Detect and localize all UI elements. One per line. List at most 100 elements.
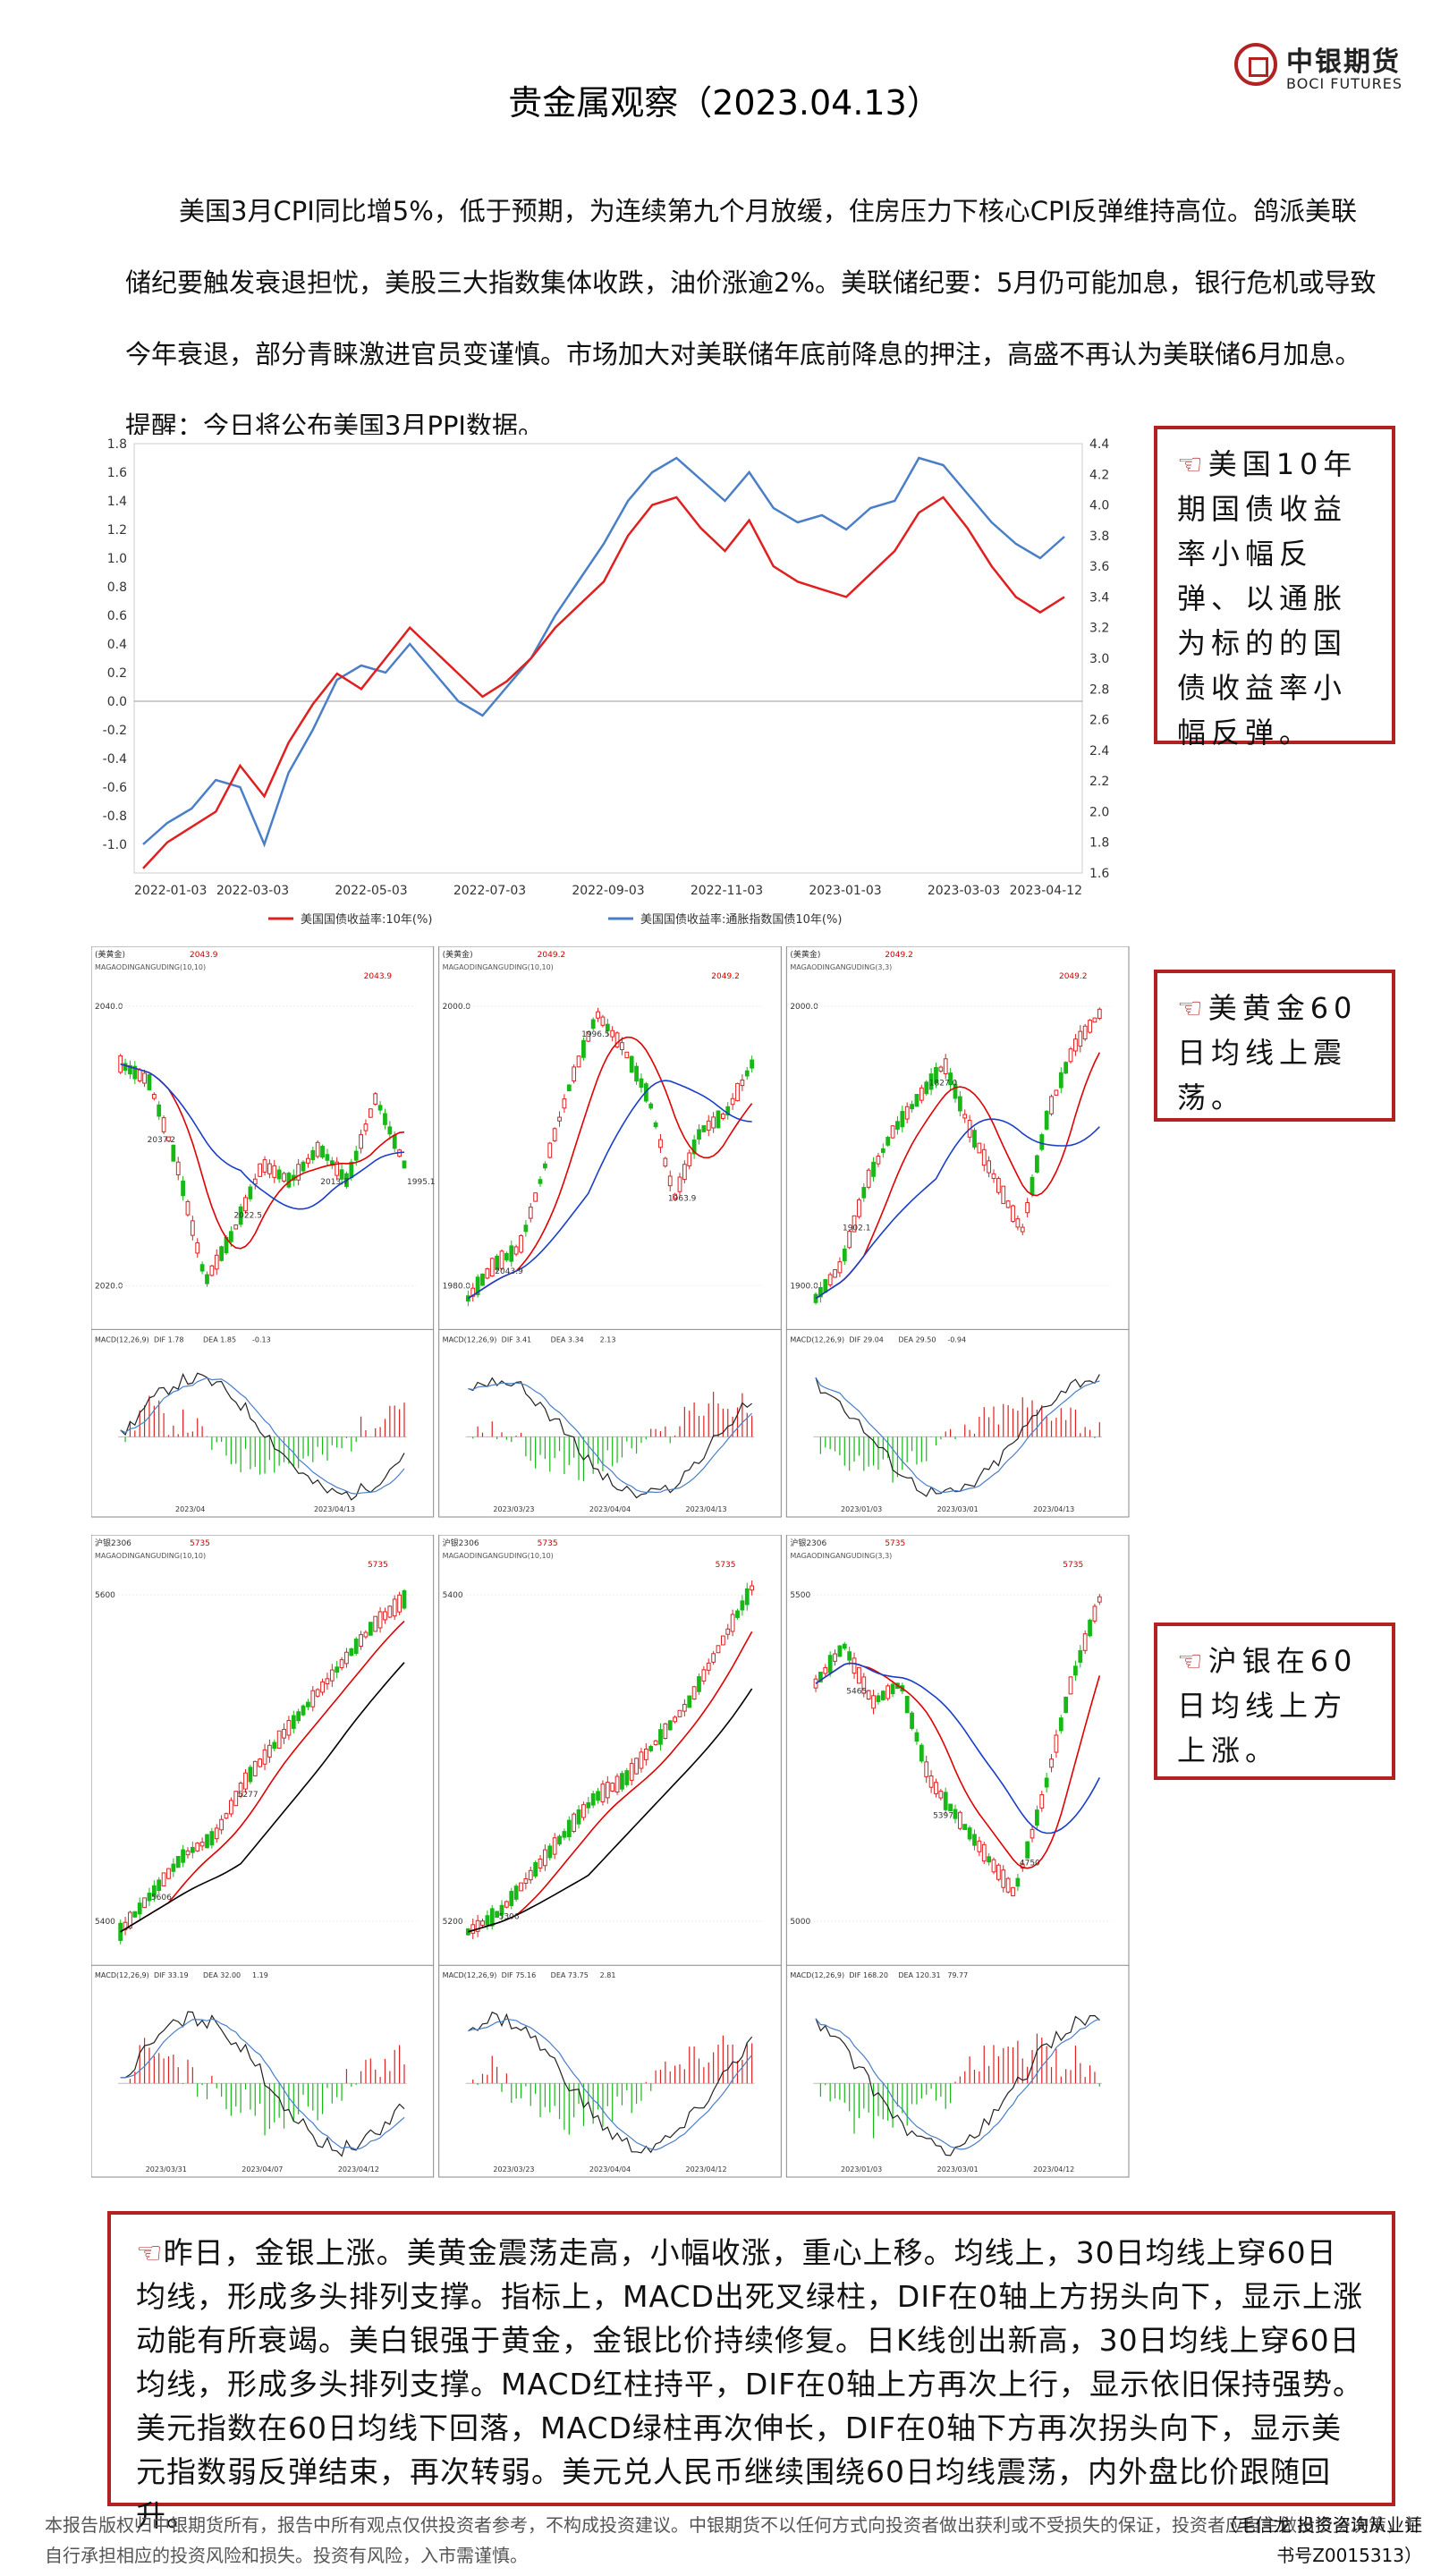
candle-body <box>543 1163 547 1169</box>
candle-body <box>590 1019 596 1030</box>
candle-body <box>161 1117 166 1132</box>
date-tick-label: 2023/04/12 <box>686 2165 727 2174</box>
macd-value-label: 2.13 <box>600 1335 616 1343</box>
candle-body <box>562 1098 567 1109</box>
panel-header: (美黄金) <box>443 949 473 960</box>
candle-body <box>499 1250 504 1269</box>
candle-body <box>605 1782 610 1799</box>
pointing-hand-icon: ☜ <box>1177 991 1208 1025</box>
candle-body <box>972 1130 977 1148</box>
panel-price: 2043.9 <box>190 951 218 960</box>
candle-body <box>943 1058 948 1075</box>
disclaimer-text: 本报告版权归中银期货所有，报告中所有观点仅供投资者参考，不构成投资建议。中银期货… <box>45 2514 1422 2566</box>
candle-body <box>653 1740 658 1746</box>
candle-body <box>504 1901 509 1908</box>
panel-header: (美黄金) <box>790 949 820 960</box>
candle-body <box>489 1908 495 1927</box>
candle-body <box>991 1859 996 1873</box>
kline-panel: 沪银2306 5735 MAGAODINGANGUDING(10,10) 5400 52… <box>438 1535 782 2178</box>
y-right-tick-label: 2.2 <box>1089 775 1109 789</box>
macd-dif-line <box>815 1374 1100 1497</box>
date-tick-label: 2023/04/13 <box>314 1505 355 1513</box>
y-right-tick-label: 2.4 <box>1089 744 1109 758</box>
candle-body <box>353 1150 359 1161</box>
high-price-label: 2049.2 <box>711 972 740 981</box>
candle-body <box>499 1904 504 1916</box>
gold-note-text: 美黄金60日均线上震荡。 <box>1177 991 1358 1114</box>
candle-body <box>296 1711 301 1722</box>
kline-panel: (美黄金) 2043.9 MAGAODINGANGUDING(10,10) 2040.… <box>91 946 436 1518</box>
candle-body <box>900 1111 905 1128</box>
candle-body <box>624 1051 630 1059</box>
candle-body <box>296 1164 301 1181</box>
candle-body <box>639 1078 644 1089</box>
candle-body <box>620 1042 624 1051</box>
candle-body <box>262 1159 267 1173</box>
candle-body <box>538 1179 543 1184</box>
candle-body <box>1015 1877 1021 1887</box>
candle-body <box>1001 1185 1006 1205</box>
candle-body <box>335 1161 340 1176</box>
candle-body <box>325 1678 330 1684</box>
candle-body <box>233 1791 239 1807</box>
candle-body <box>248 1767 253 1783</box>
candle-body <box>199 1264 205 1272</box>
candle-body <box>132 1065 138 1080</box>
high-price-label: 2043.9 <box>364 972 393 981</box>
pointing-hand-icon: ☜ <box>1177 447 1208 481</box>
candle-body <box>581 1804 586 1818</box>
candle-body <box>1078 1649 1083 1663</box>
candle-body <box>504 1252 509 1261</box>
candle-body <box>910 1712 914 1729</box>
candle-body <box>219 1818 225 1831</box>
candle-body <box>209 1265 215 1276</box>
candle-body <box>339 1659 344 1669</box>
candle-body <box>1097 1008 1102 1020</box>
y-tick-label: 1980.0 <box>443 1282 471 1291</box>
candle-body <box>185 1850 191 1856</box>
candle-body <box>871 1695 876 1709</box>
y-right-tick-label: 3.8 <box>1089 530 1109 544</box>
ma-long-line <box>468 1688 753 1933</box>
high-price-label: 5735 <box>1063 1561 1083 1570</box>
candle-body <box>262 1749 267 1765</box>
macd-dif-label: DIF 29.04 <box>849 1335 884 1343</box>
candle-body <box>276 1730 282 1749</box>
candle-body <box>730 1097 735 1106</box>
macd-dea-label: DEA 32.00 <box>203 1971 241 1979</box>
y-left-tick-label: 0.0 <box>107 695 127 709</box>
x-tick-label: 2022-07-03 <box>453 884 526 898</box>
candle-body <box>310 1690 316 1707</box>
x-tick-label: 2022-05-03 <box>335 884 407 898</box>
tips-yield-line <box>142 456 1065 848</box>
candle-body <box>962 1824 968 1830</box>
price-point-label: 5277 <box>238 1791 258 1800</box>
price-point-label: 1827.0 <box>929 1079 958 1088</box>
candle-body <box>267 1744 272 1758</box>
candle-body <box>118 1922 123 1941</box>
y-right-tick-label: 3.0 <box>1089 652 1109 666</box>
candle-body <box>209 1831 215 1846</box>
panel-price: 2049.2 <box>885 951 913 960</box>
candle-body <box>383 1611 387 1621</box>
candle-body <box>852 1657 857 1674</box>
x-tick-label: 2022-03-03 <box>216 884 289 898</box>
candle-body <box>605 1023 610 1031</box>
candle-body <box>552 1837 557 1855</box>
candle-body <box>397 1594 402 1613</box>
date-tick-label: 2023/03/23 <box>493 2165 534 2174</box>
macd-value-label: -0.94 <box>947 1335 966 1343</box>
candle-body <box>667 1175 673 1187</box>
candle-body <box>157 1104 162 1117</box>
candle-body <box>744 1588 750 1606</box>
macd-dea-line <box>468 1382 753 1494</box>
candle-body <box>572 1813 577 1833</box>
panel-header: 沪银2306 <box>790 1538 826 1548</box>
candle-body <box>614 1775 620 1792</box>
candle-body <box>886 1137 891 1146</box>
ma-long-line <box>120 1662 405 1933</box>
candle-body <box>866 1169 871 1188</box>
date-tick-label: 2023/04/13 <box>686 1505 727 1513</box>
yield-note-box: ☜美国10年期国债收益率小幅反弹、以通胀为标的的国债收益率小幅反弹。 <box>1154 426 1395 750</box>
candle-body <box>219 1246 225 1261</box>
